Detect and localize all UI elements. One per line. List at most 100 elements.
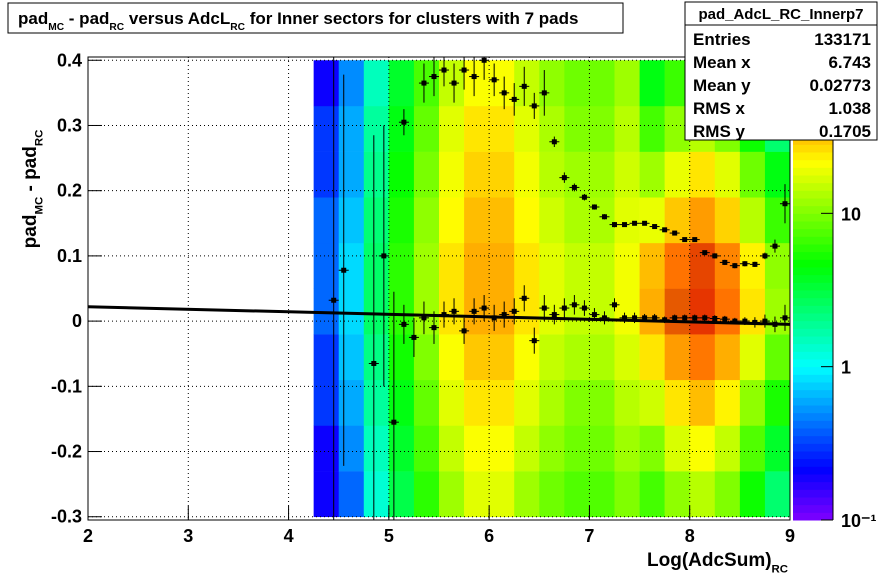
- cell: [338, 425, 365, 472]
- profile-point: [519, 66, 530, 106]
- point: [461, 328, 467, 334]
- profile-point: [569, 183, 580, 192]
- point: [501, 90, 507, 96]
- cell: [363, 151, 390, 198]
- cell: [689, 151, 716, 198]
- cell: [739, 197, 766, 244]
- palette-step: [793, 236, 833, 245]
- cell: [539, 242, 565, 289]
- cell: [388, 105, 415, 152]
- y-tick-label: 0.4: [57, 50, 82, 70]
- point: [541, 90, 547, 96]
- cell: [664, 379, 691, 426]
- point: [551, 312, 557, 318]
- profile-point: [639, 220, 650, 226]
- cell: [338, 151, 365, 198]
- y-tick-label: -0.1: [51, 376, 82, 396]
- cell: [439, 197, 465, 244]
- cell: [413, 425, 440, 472]
- point: [682, 315, 688, 321]
- point: [531, 338, 537, 344]
- stats-value: 0.02773: [810, 76, 871, 95]
- cell: [489, 151, 515, 198]
- profile-point: [388, 291, 399, 520]
- point: [511, 96, 517, 102]
- palette-step: [793, 451, 833, 460]
- profile-point: [749, 261, 760, 267]
- profile-point: [579, 300, 590, 316]
- cell: [564, 242, 590, 289]
- point: [331, 297, 337, 303]
- cell: [639, 288, 665, 335]
- subscript: MC: [34, 197, 46, 215]
- cell: [489, 242, 515, 289]
- point: [531, 103, 537, 109]
- cell: [539, 425, 565, 472]
- cell: [589, 471, 615, 518]
- palette-step: [793, 267, 833, 276]
- cell: [614, 471, 640, 518]
- cell: [639, 105, 665, 152]
- cell: [689, 288, 716, 335]
- cell: [614, 60, 640, 107]
- profile-point: [539, 70, 550, 116]
- stats-box: pad_AdcL_RC_Innerp7 Entries 133171 Mean x 6.…: [684, 1, 878, 141]
- profile-point: [499, 301, 510, 328]
- stats-label: Mean y: [693, 76, 751, 95]
- point: [541, 305, 547, 311]
- profile-point: [689, 237, 700, 243]
- z-tick-label: 10: [841, 204, 861, 224]
- cell: [338, 288, 365, 335]
- x-axis-label: Log(AdcSum)RC: [647, 550, 788, 576]
- palette-step: [793, 182, 833, 191]
- x-tick-label: 8: [685, 526, 695, 546]
- cell: [589, 105, 615, 152]
- profile-point: [418, 301, 429, 335]
- cell: [388, 151, 415, 198]
- profile-point: [679, 237, 690, 243]
- cell: [363, 60, 390, 107]
- cell: [689, 197, 716, 244]
- profile-point: [709, 315, 720, 322]
- cell: [489, 425, 515, 472]
- point: [632, 220, 638, 226]
- cell: [464, 471, 490, 518]
- cell: [338, 60, 365, 107]
- profile-point: [519, 285, 530, 312]
- cell: [664, 242, 691, 289]
- point: [642, 220, 648, 226]
- stats-value: 133171: [814, 30, 871, 49]
- palette-step: [793, 159, 833, 168]
- point: [762, 253, 768, 259]
- cell: [464, 334, 490, 381]
- profile-point: [459, 317, 470, 344]
- palette-step: [793, 458, 833, 467]
- cell: [764, 425, 790, 472]
- point: [601, 315, 607, 321]
- profile-point: [679, 314, 690, 322]
- profile-point: [338, 74, 349, 466]
- cell: [338, 197, 365, 244]
- point: [431, 325, 437, 331]
- palette-step: [793, 221, 833, 230]
- stats-label: Mean x: [693, 53, 751, 72]
- point: [421, 315, 427, 321]
- cell: [764, 288, 790, 335]
- profile-point: [729, 263, 740, 269]
- point: [672, 315, 678, 321]
- cell: [363, 288, 390, 335]
- cell: [489, 379, 515, 426]
- grid: [87, 57, 791, 520]
- profile-point: [769, 239, 780, 253]
- y-tick-label: -0.2: [51, 442, 82, 462]
- palette-step: [793, 343, 833, 352]
- cell: [514, 379, 540, 426]
- profile-point: [759, 252, 770, 260]
- palette-step: [793, 336, 833, 345]
- profile-point: [529, 92, 540, 119]
- cell: [614, 334, 640, 381]
- cell: [514, 105, 540, 152]
- cell: [639, 242, 665, 289]
- cell: [589, 379, 615, 426]
- cell: [313, 425, 340, 472]
